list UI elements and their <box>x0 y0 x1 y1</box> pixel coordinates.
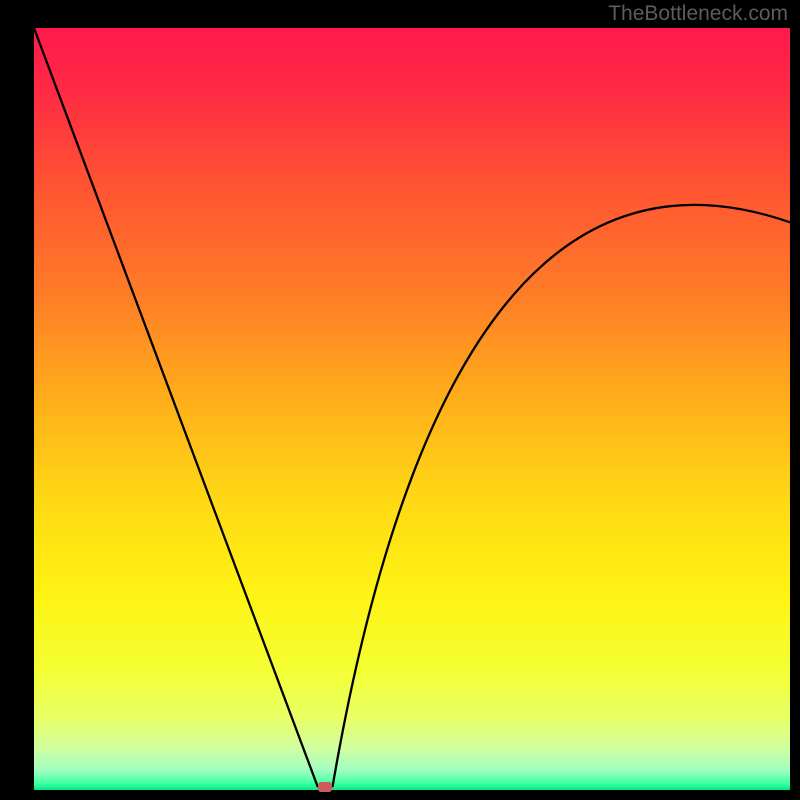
watermark-text: TheBottleneck.com <box>608 2 788 26</box>
chart-container: TheBottleneck.com <box>0 0 800 800</box>
plot-area <box>34 28 790 790</box>
gradient-background <box>34 28 790 790</box>
optimal-point-marker <box>318 782 332 792</box>
